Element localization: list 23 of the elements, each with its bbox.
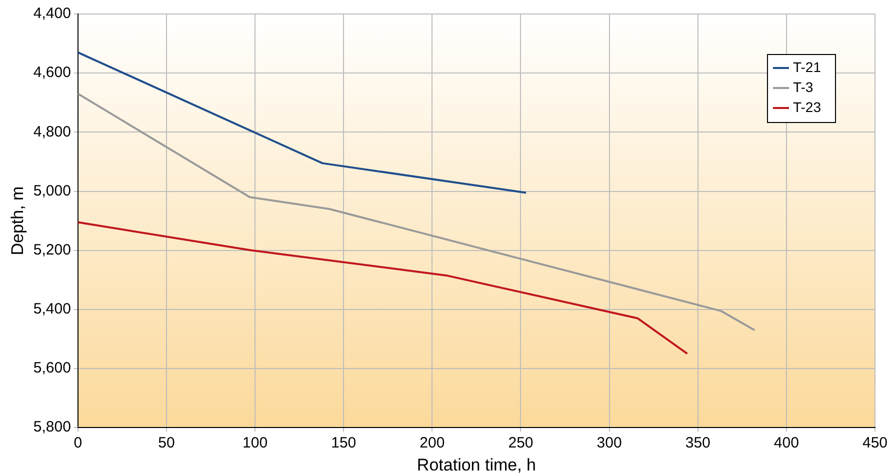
x-axis-title: Rotation time, h — [416, 455, 536, 474]
x-tick-label: 250 — [508, 434, 534, 452]
x-tick-label: 450 — [862, 434, 888, 452]
y-tick-label: 4,800 — [33, 123, 71, 140]
x-tick-label: 300 — [596, 434, 622, 452]
y-tick-label: 5,600 — [33, 360, 71, 377]
x-tick-label: 150 — [331, 434, 356, 452]
legend-label: T-3 — [792, 78, 814, 95]
y-tick-label: 4,600 — [33, 64, 71, 82]
y-tick-label: 5,400 — [33, 300, 71, 318]
y-tick-label: 4,400 — [33, 5, 71, 22]
x-tick-label: 0 — [74, 434, 82, 452]
x-tick-label: 100 — [242, 434, 268, 452]
y-tick-label: 5,200 — [33, 241, 71, 258]
x-tick-label: 400 — [774, 434, 799, 452]
y-tick-label: 5,000 — [33, 182, 71, 200]
y-tick-label: 5,800 — [33, 418, 71, 436]
y-axis-title: Depth, m — [8, 186, 27, 256]
x-tick-label: 350 — [685, 434, 710, 452]
legend-label: T-21 — [792, 58, 822, 75]
legend-label: T-23 — [792, 98, 822, 115]
x-tick-label: 200 — [420, 434, 445, 452]
x-tick-label: 50 — [158, 434, 175, 452]
